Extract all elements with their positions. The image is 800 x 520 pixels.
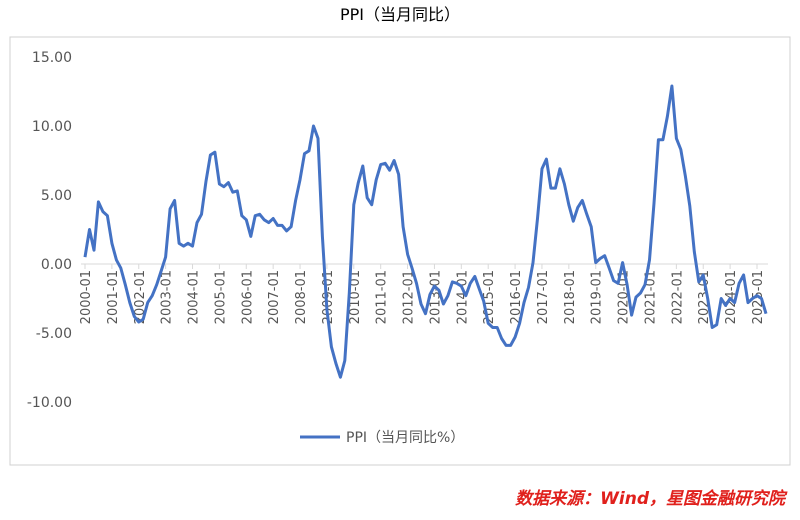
x-tick-label: 2024-01 <box>724 270 739 324</box>
x-tick-label: 2007-01 <box>267 270 282 324</box>
y-tick-label: 5.00 <box>41 188 72 204</box>
x-tick-label: 2008-01 <box>294 270 309 324</box>
x-tick-label: 2006-01 <box>240 270 255 324</box>
y-tick-label: -10.00 <box>27 395 72 411</box>
chart-title: PPI（当月同比） <box>340 5 460 24</box>
x-tick-label: 2015-01 <box>482 270 497 324</box>
x-tick-label: 2021-01 <box>643 270 658 324</box>
x-tick-label: 2022-01 <box>670 270 685 324</box>
y-tick-label: 0.00 <box>41 257 72 273</box>
x-tick-label: 2004-01 <box>187 270 202 324</box>
x-tick-label: 2014-01 <box>455 270 470 324</box>
y-tick-label: 15.00 <box>32 50 72 66</box>
x-tick-label: 2016-01 <box>509 270 524 324</box>
data-line <box>83 84 768 379</box>
x-tick-label: 2003-01 <box>160 270 175 324</box>
y-tick-label: 10.00 <box>32 119 72 135</box>
legend-label: PPI（当月同比%） <box>346 430 464 446</box>
x-tick-label: 2017-01 <box>536 270 551 324</box>
x-tick-label: 2012-01 <box>402 270 417 324</box>
source-note: 数据来源：Wind，星图金融研究院 <box>515 489 788 509</box>
x-tick-label: 2005-01 <box>213 270 228 324</box>
chart-frame <box>9 36 791 466</box>
x-tick-label: 2000-01 <box>79 270 94 324</box>
x-tick-label: 2018-01 <box>563 270 578 324</box>
x-tick-label: 2019-01 <box>590 270 605 324</box>
x-tick-label: 2010-01 <box>348 270 363 324</box>
y-tick-label: -5.00 <box>36 326 72 342</box>
x-tick-label: 2001-01 <box>106 270 121 324</box>
x-tick-label: 2011-01 <box>375 270 390 324</box>
x-tick-label: 2013-01 <box>428 270 443 324</box>
